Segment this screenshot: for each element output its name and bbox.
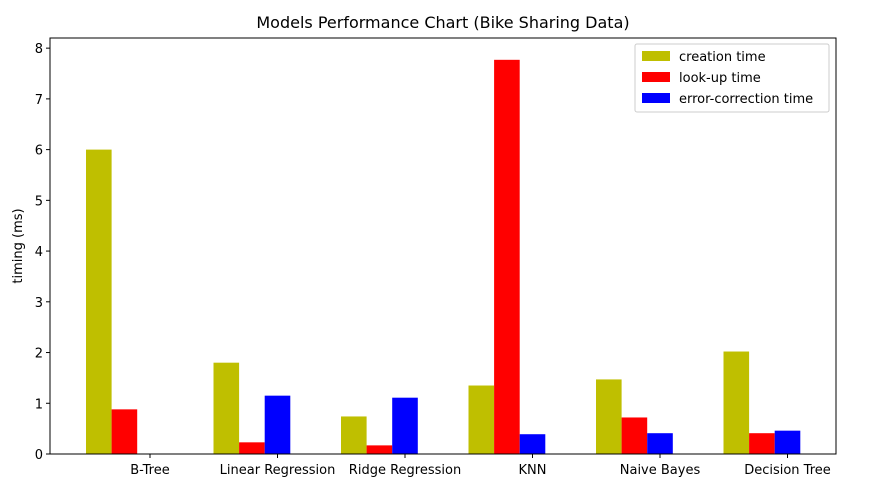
bar-look-up-time-b-tree: [111, 409, 138, 454]
y-tick-label: 1: [35, 397, 43, 412]
chart-title: Models Performance Chart (Bike Sharing D…: [256, 13, 629, 32]
bar-error-correction-time-ridge-regression: [392, 397, 418, 454]
legend-label: look-up time: [679, 71, 761, 86]
bar-creation-time-ridge-regression: [341, 416, 367, 454]
bar-creation-time-naive-bayes: [596, 379, 622, 454]
y-axis: 0 1 2 3 4 5 6 7 8: [35, 42, 50, 463]
legend: creation time look-up time error-correctio…: [634, 43, 830, 113]
x-axis: B-Tree Linear Regression Ridge Regression K…: [130, 454, 831, 478]
x-tick-label: Ridge Regression: [349, 463, 461, 478]
bar-creation-time-decision-tree: [723, 351, 750, 454]
bar-creation-time-linear-regression: [213, 362, 240, 454]
bar-creation-time-b-tree: [86, 149, 112, 455]
bar-look-up-time-linear-regression: [239, 442, 265, 454]
y-axis-label: timing (ms): [11, 208, 26, 283]
x-tick-label: Linear Regression: [220, 463, 336, 478]
y-tick-label: 8: [35, 42, 43, 57]
bar-creation-time-knn: [468, 385, 495, 454]
x-tick-label: Decision Tree: [744, 463, 831, 478]
y-tick-label: 7: [35, 93, 43, 108]
x-tick-label: Naive Bayes: [620, 463, 701, 478]
y-tick-label: 0: [35, 448, 43, 463]
legend-label: creation time: [679, 50, 766, 65]
legend-swatch: [642, 51, 670, 61]
x-tick-label: KNN: [519, 463, 547, 478]
plot-frame: [49, 37, 837, 455]
legend-label: error-correction time: [679, 92, 813, 107]
y-tick-label: 5: [35, 194, 43, 209]
x-tick-label: B-Tree: [130, 463, 170, 478]
y-tick-label: 3: [35, 296, 43, 311]
y-tick-label: 2: [35, 347, 43, 362]
legend-box: [634, 43, 830, 113]
bar-error-correction-time-decision-tree: [774, 430, 801, 454]
bar-error-correction-time-linear-regression: [264, 395, 291, 454]
bar-error-correction-time-knn: [519, 434, 546, 454]
bar-look-up-time-knn: [494, 59, 520, 454]
legend-swatch: [642, 93, 670, 103]
bar-look-up-time-naive-bayes: [621, 417, 648, 454]
bar-error-correction-time-naive-bayes: [647, 433, 673, 454]
bars-group: [86, 59, 801, 455]
y-tick-label: 4: [35, 245, 43, 260]
legend-swatch: [642, 72, 670, 82]
y-tick-label: 6: [35, 144, 43, 159]
bar-look-up-time-decision-tree: [749, 433, 775, 454]
bar-look-up-time-ridge-regression: [366, 445, 393, 454]
